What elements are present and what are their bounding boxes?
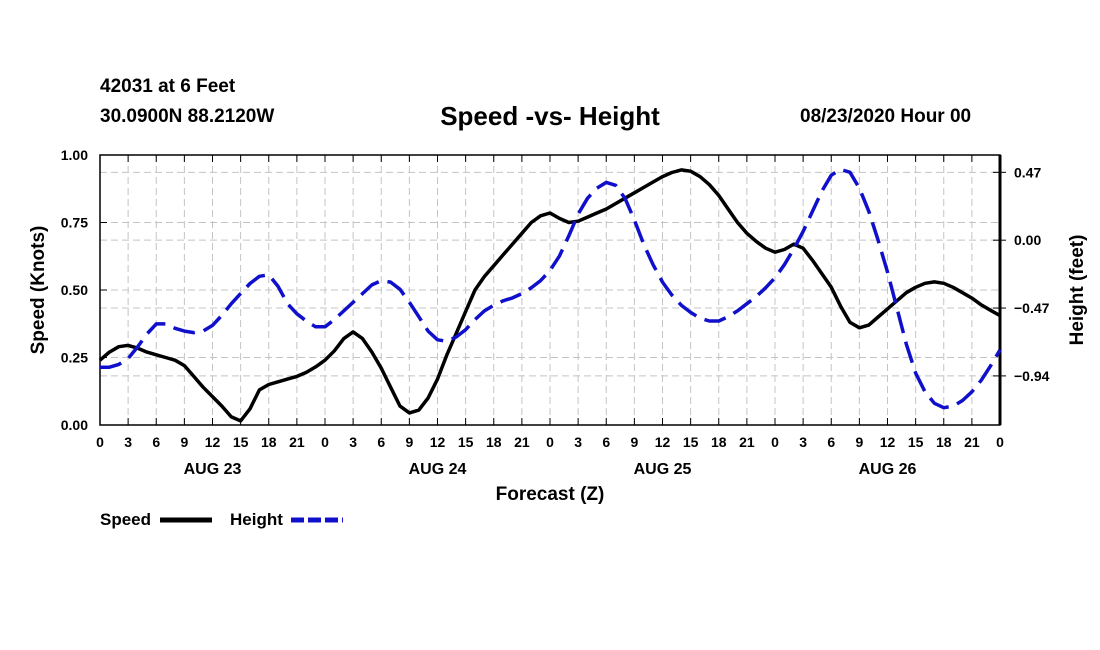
x-tick-label: 0: [546, 434, 554, 450]
x-tick-label: 15: [908, 434, 924, 450]
x-axis-title: Forecast (Z): [496, 484, 605, 505]
speed-series-line: [98, 168, 1001, 423]
coords-label: 30.0900N 88.2120W: [100, 106, 275, 127]
x-tick-label: 9: [855, 434, 863, 450]
x-tick-label: 21: [739, 434, 755, 450]
x-tick-label: 6: [152, 434, 160, 450]
y-tick-label: 0.25: [61, 350, 88, 366]
y-tick-label: 0.50: [61, 282, 88, 298]
x-tick-label: 6: [377, 434, 385, 450]
axis-ticks: 0 3 6 9 12 15 18 21 0 3 6 9 12 15 18 21 0 3 6 9 12 15 18 21 0 3 6 9…: [61, 147, 1050, 478]
y2-tick-label: −0.47: [1014, 300, 1050, 316]
y-axis-title: Speed (Knots): [28, 226, 49, 355]
x-tick-label: 12: [880, 434, 896, 450]
x-tick-label: 12: [205, 434, 221, 450]
day-label: AUG 25: [634, 461, 692, 478]
day-label: AUG 23: [184, 461, 242, 478]
x-tick-label: 15: [458, 434, 474, 450]
x-tick-label: 21: [964, 434, 980, 450]
x-tick-label: 6: [602, 434, 610, 450]
y-tick-label: 1.00: [61, 147, 88, 163]
datetime-label: 08/23/2020 Hour 00: [800, 106, 972, 127]
x-tick-label: 9: [630, 434, 638, 450]
x-tick-label: 0: [96, 434, 104, 450]
chart-title: Speed -vs- Height: [440, 101, 660, 131]
y-tick-label: 0.00: [61, 417, 88, 433]
day-label: AUG 26: [859, 461, 917, 478]
legend-height-label: Height: [230, 510, 283, 529]
x-tick-label: 6: [827, 434, 835, 450]
y2-tick-label: 0.00: [1014, 232, 1041, 248]
station-label: 42031 at 6 Feet: [100, 76, 236, 97]
x-tick-label: 15: [683, 434, 699, 450]
series-lines: [98, 167, 1002, 423]
y-tick-label: 0.75: [61, 215, 88, 231]
y2-tick-label: −0.94: [1014, 368, 1050, 384]
height-series-line: [100, 167, 1002, 410]
y2-axis-title: Height (feet): [1067, 235, 1088, 346]
x-tick-label: 3: [124, 434, 132, 450]
x-tick-label: 15: [233, 434, 249, 450]
x-tick-label: 3: [574, 434, 582, 450]
x-tick-label: 12: [430, 434, 446, 450]
x-tick-label: 0: [321, 434, 329, 450]
x-tick-label: 9: [405, 434, 413, 450]
x-tick-label: 18: [711, 434, 727, 450]
x-tick-label: 3: [799, 434, 807, 450]
x-tick-label: 0: [996, 434, 1004, 450]
x-tick-label: 18: [486, 434, 502, 450]
x-tick-label: 18: [261, 434, 277, 450]
x-tick-label: 3: [349, 434, 357, 450]
x-tick-label: 12: [655, 434, 671, 450]
x-tick-label: 0: [771, 434, 779, 450]
x-tick-label: 21: [514, 434, 530, 450]
legend: Speed Height: [100, 510, 343, 529]
x-tick-label: 9: [180, 434, 188, 450]
day-label: AUG 24: [409, 461, 467, 478]
y2-tick-label: 0.47: [1014, 164, 1041, 180]
legend-speed-label: Speed: [100, 510, 151, 529]
x-tick-label: 21: [289, 434, 305, 450]
grid-lines: [100, 155, 1000, 425]
x-tick-label: 18: [936, 434, 952, 450]
